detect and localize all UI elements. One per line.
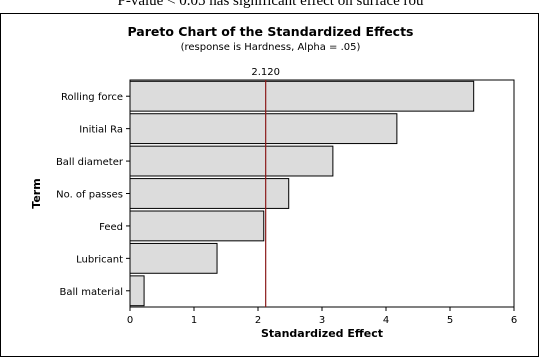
bar: [129, 80, 475, 112]
x-tick-label: 5: [447, 315, 453, 326]
category-label: Feed: [99, 222, 123, 233]
chart-subtitle: (response is Hardness, Alpha = .05): [180, 42, 361, 53]
bar: [129, 242, 218, 274]
x-tick-label: 6: [511, 315, 517, 326]
y-axis-label: Term: [30, 178, 43, 208]
bar: [129, 178, 290, 209]
bar: [129, 145, 334, 177]
x-tick-label: 0: [127, 315, 133, 326]
reference-line-label: 2.120: [251, 67, 280, 78]
bar: [129, 113, 398, 145]
category-label: Rolling force: [61, 92, 123, 103]
x-tick-label: 3: [319, 315, 325, 326]
x-tick-label: 1: [191, 315, 197, 326]
caption-fragment: P-value < 0.05 has significant effect on…: [117, 0, 424, 9]
category-label: Ball material: [60, 287, 123, 298]
chart-title: Pareto Chart of the Standardized Effects: [127, 24, 414, 39]
category-label: Ball diameter: [56, 157, 124, 168]
x-tick-label: 2: [255, 315, 261, 326]
category-label: No. of passes: [56, 190, 123, 201]
bar: [129, 210, 265, 242]
category-label: Initial Ra: [79, 125, 123, 136]
x-axis-label: Standardized Effect: [261, 327, 383, 340]
x-tick-label: 4: [383, 315, 389, 326]
bar: [129, 275, 145, 307]
category-label: Lubricant: [76, 254, 123, 265]
